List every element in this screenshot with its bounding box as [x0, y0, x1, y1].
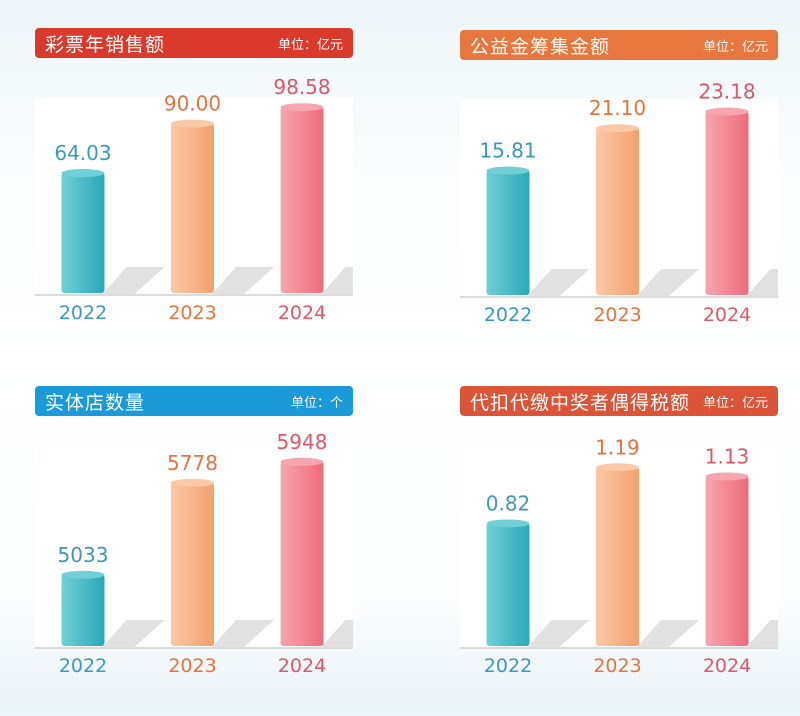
x-tick-label: 2024: [278, 302, 326, 324]
data-label: 98.58: [273, 75, 330, 99]
bar-cap: [280, 457, 324, 466]
x-tick-label: 2022: [484, 655, 532, 677]
chart-title: 公益金筹集金额: [470, 35, 611, 58]
chart-unit: 单位：亿元: [702, 39, 768, 55]
bar-cap: [61, 169, 105, 178]
bar-cap: [596, 124, 639, 133]
data-label: 64.03: [54, 141, 111, 165]
bar-shadow: [212, 267, 274, 294]
bar-2023: [171, 482, 214, 646]
chart-withheld-tax: 代扣代缴中奖者偶得税额 单位：亿元 0.82 2022 1.19 2023 1.13 202…: [460, 386, 778, 706]
data-label: 5033: [58, 543, 109, 567]
bar-shadow: [637, 620, 699, 647]
data-label: 23.18: [698, 80, 755, 104]
chart-store-count: 实体店数量 单位：个 5033 2022 5778 2023 5948 2024: [35, 386, 353, 706]
bar-shadow: [102, 620, 165, 647]
bar-cap: [280, 103, 324, 112]
data-label: 1.13: [705, 444, 750, 468]
chart-lottery-sales: 彩票年销售额 单位：亿元 64.03 2022 90.00 2023 98.58 2024: [35, 28, 353, 348]
chart-unit: 单位：个: [290, 395, 343, 411]
chart-title: 代扣代缴中奖者偶得税额: [470, 391, 691, 414]
chart-plot: 15.81 2022 21.10 2023 23.18 2024: [460, 80, 778, 326]
bar-shadow: [212, 620, 274, 647]
bar-2023: [596, 467, 639, 646]
chart-plot: 0.82 2022 1.19 2023 1.13 2024: [460, 435, 778, 677]
x-tick-label: 2023: [593, 304, 641, 326]
bar-cap: [486, 519, 530, 528]
bar-shadow: [637, 269, 699, 296]
chart-plot: 5033 2022 5778 2023 5948 2024: [35, 430, 353, 677]
bar-2022: [61, 173, 105, 293]
bar-cap: [705, 472, 749, 481]
bar-cap: [596, 463, 639, 472]
bar-cap: [171, 478, 214, 487]
bar-2024: [705, 111, 749, 295]
chart-title: 实体店数量: [45, 391, 146, 414]
bar-shadow: [321, 620, 353, 647]
x-tick-label: 2024: [703, 655, 751, 677]
bar-2022: [486, 523, 530, 646]
bar-shadow: [746, 269, 778, 296]
chart-header: 彩票年销售额 单位：亿元: [35, 28, 353, 58]
chart-welfare-fund: 公益金筹集金额 单位：亿元 15.81 2022 21.10 2023 23.18 2024: [460, 30, 778, 350]
chart-unit: 单位：亿元: [277, 37, 343, 53]
x-tick-label: 2023: [593, 655, 641, 677]
data-label: 5778: [167, 451, 218, 475]
bar-shadow: [527, 620, 590, 647]
bar-cap: [171, 119, 214, 128]
x-tick-label: 2023: [168, 302, 216, 324]
x-tick-label: 2024: [703, 304, 751, 326]
chart-unit: 单位：亿元: [702, 395, 768, 411]
chart-header: 公益金筹集金额 单位：亿元: [460, 30, 778, 60]
bar-shadow: [527, 269, 590, 296]
x-tick-label: 2022: [484, 304, 532, 326]
x-tick-label: 2022: [59, 302, 107, 324]
data-label: 1.19: [595, 435, 640, 459]
bar-cap: [486, 166, 530, 175]
bar-shadow: [321, 267, 353, 294]
bar-2022: [486, 170, 530, 295]
x-tick-label: 2023: [168, 655, 216, 677]
bar-shadow: [102, 267, 165, 294]
data-label: 0.82: [486, 491, 531, 515]
x-tick-label: 2024: [278, 655, 326, 677]
chart-header: 代扣代缴中奖者偶得税额 单位：亿元: [460, 386, 778, 416]
bar-2022: [61, 574, 105, 646]
chart-header: 实体店数量 单位：个: [35, 386, 353, 416]
bar-cap: [705, 107, 749, 116]
bar-shadow: [746, 620, 778, 647]
x-tick-label: 2022: [59, 655, 107, 677]
data-label: 15.81: [479, 139, 536, 163]
bar-2024: [280, 461, 324, 646]
data-label: 90.00: [164, 92, 221, 116]
data-label: 21.10: [589, 96, 646, 120]
bar-2024: [280, 107, 324, 293]
bar-2023: [171, 123, 214, 293]
data-label: 5948: [277, 430, 328, 454]
bar-cap: [61, 570, 105, 579]
bar-2024: [705, 476, 749, 646]
bar-2023: [596, 128, 639, 295]
chart-plot: 64.03 2022 90.00 2023 98.58 2024: [35, 75, 353, 324]
chart-title: 彩票年销售额: [45, 33, 166, 56]
